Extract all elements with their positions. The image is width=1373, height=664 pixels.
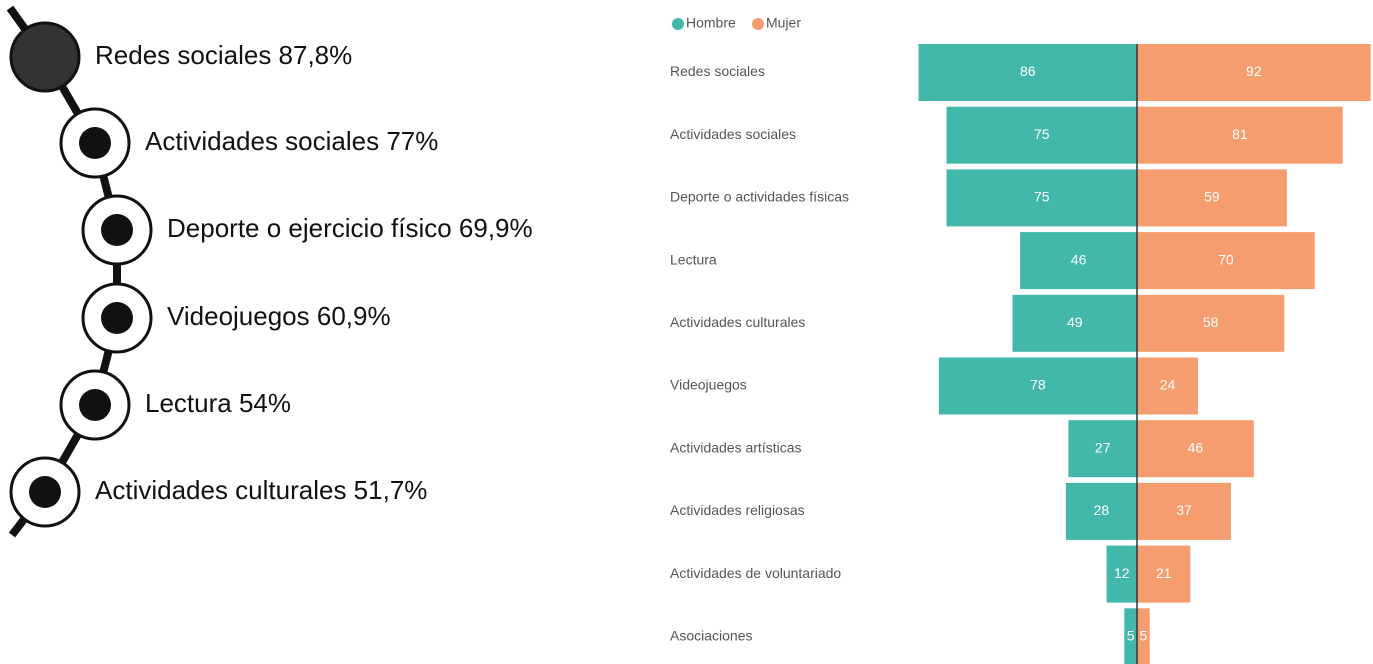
value-label: 37 [1176,502,1192,518]
value-label: 70 [1218,251,1234,267]
bar [946,169,1137,227]
bar [1137,608,1150,664]
list-item: Deporte o ejercicio físico 69,9% [167,213,533,243]
bar [1065,482,1137,540]
bar [918,44,1137,101]
value-label: 81 [1232,126,1248,142]
category-label: Actividades culturales [670,314,805,330]
value-label: 59 [1204,189,1220,205]
chart: Hombre Mujer Redes sociales 86 92 Actividades… [670,15,1371,664]
list-item: Actividades culturales 51,7% [95,475,427,505]
legend-label: Hombre [686,15,736,31]
list-item: Actividades sociales 77% [145,126,438,156]
list-item: Redes sociales 87,8% [95,40,352,70]
icons [9,21,153,528]
icon-figure [29,476,61,508]
bar [946,106,1137,164]
category-label: Redes sociales [670,63,765,79]
value-label: 75 [1034,189,1050,205]
value-label: 24 [1160,377,1176,393]
bar [1124,608,1137,664]
value-label: 49 [1067,314,1083,330]
icon-figure [101,214,133,246]
bar [1137,482,1231,540]
icon-figure [79,127,111,159]
bar [1106,545,1137,603]
category-label: Lectura [670,251,717,267]
value-label: 27 [1095,439,1111,455]
bar [1137,44,1371,101]
value-label: 12 [1114,565,1130,581]
legend-dot [672,18,684,30]
bar [1012,294,1137,352]
list-item: Videojuegos 60,9% [167,301,391,331]
bar [1137,294,1285,352]
icon-figure [79,389,111,421]
bar [1137,106,1343,164]
legend-dot [752,18,764,30]
category-label: Actividades artísticas [670,439,802,455]
bar [1137,232,1315,290]
bar [938,357,1137,415]
bar [1137,357,1198,415]
bar [1137,545,1191,603]
value-label: 5 [1127,628,1135,644]
category-label: Actividades sociales [670,126,796,142]
category-label: Deporte o actividades físicas [670,189,849,205]
icon-figure [101,302,133,334]
bar [1137,169,1287,227]
value-label: 86 [1020,63,1036,79]
category-label: Actividades de voluntariado [670,565,841,581]
value-label: 5 [1139,628,1147,644]
value-label: 46 [1071,251,1087,267]
list: Redes sociales 87,8% Actividades sociales… [95,40,533,505]
icon [9,21,81,93]
bar [1068,420,1137,478]
category-label: Actividades religiosas [670,502,805,518]
legend-label: Mujer [766,15,801,31]
category-label: Asociaciones [670,628,753,644]
bar [1137,420,1254,478]
list-item: Lectura 54% [145,388,291,418]
value-label: 58 [1203,314,1219,330]
bar [1020,232,1137,290]
value-label: 92 [1246,63,1262,79]
value-label: 21 [1156,565,1172,581]
category-label: Videojuegos [670,377,747,393]
value-label: 75 [1034,126,1050,142]
value-label: 78 [1030,377,1046,393]
value-label: 28 [1094,502,1110,518]
value-label: 46 [1188,439,1204,455]
